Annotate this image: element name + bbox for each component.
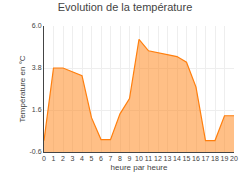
svg-text:1: 1 xyxy=(52,155,56,162)
svg-text:4: 4 xyxy=(80,155,84,162)
svg-text:19: 19 xyxy=(221,155,229,162)
svg-text:11: 11 xyxy=(145,155,152,162)
svg-text:7: 7 xyxy=(109,155,113,162)
svg-text:0: 0 xyxy=(42,155,46,162)
svg-text:-0.6: -0.6 xyxy=(30,148,42,155)
svg-text:3: 3 xyxy=(71,155,75,162)
svg-text:14: 14 xyxy=(173,155,181,162)
svg-text:9: 9 xyxy=(128,155,132,162)
svg-text:20: 20 xyxy=(230,155,238,162)
svg-text:6.0: 6.0 xyxy=(32,22,42,29)
svg-text:10: 10 xyxy=(135,155,143,162)
svg-text:13: 13 xyxy=(164,155,172,162)
svg-text:Evolution de la température: Evolution de la température xyxy=(58,1,193,13)
svg-text:6: 6 xyxy=(99,155,103,162)
svg-text:3.8: 3.8 xyxy=(32,64,42,71)
svg-text:1.6: 1.6 xyxy=(32,106,42,113)
svg-text:17: 17 xyxy=(202,155,210,162)
svg-text:18: 18 xyxy=(211,155,219,162)
svg-text:5: 5 xyxy=(90,155,94,162)
svg-text:2: 2 xyxy=(61,155,65,162)
svg-text:heure par heure: heure par heure xyxy=(111,163,168,172)
svg-text:12: 12 xyxy=(154,155,162,162)
svg-text:8: 8 xyxy=(118,155,122,162)
svg-text:Température en °C: Température en °C xyxy=(18,55,27,122)
svg-text:16: 16 xyxy=(192,155,200,162)
svg-text:15: 15 xyxy=(183,155,191,162)
